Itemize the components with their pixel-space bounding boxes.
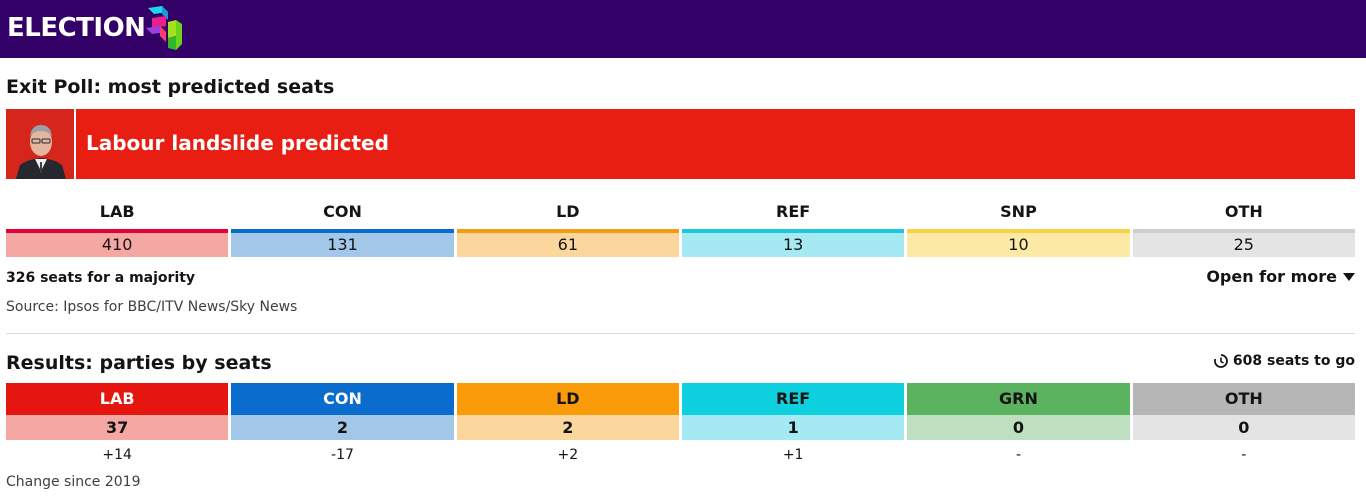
exit-poll-seat-value: 13 bbox=[681, 229, 905, 257]
seats-to-go-text: 608 seats to go bbox=[1232, 353, 1355, 369]
top-bar: ELECTION bbox=[0, 0, 1366, 58]
majority-threshold-text: 326 seats for a majority bbox=[6, 270, 196, 286]
election-24-logo bbox=[146, 6, 182, 50]
results-change-value: +2 bbox=[557, 447, 579, 463]
results-change-value: - bbox=[1241, 447, 1247, 463]
exit-poll-seat-value: 10 bbox=[907, 229, 1130, 257]
exit-poll-party-label: LD bbox=[556, 202, 580, 221]
results-seat-value: 2 bbox=[456, 415, 679, 440]
results-seat-value: 0 bbox=[1132, 415, 1355, 440]
clock-icon bbox=[1213, 354, 1228, 368]
results-change-values: +14 -17 +2 +1 - - bbox=[6, 444, 1355, 466]
results-party-label[interactable]: CON bbox=[231, 383, 454, 415]
results-party-label[interactable]: GRN bbox=[907, 383, 1130, 415]
results-seat-values: 37 2 2 1 0 0 bbox=[6, 415, 1355, 440]
leader-portrait-icon bbox=[6, 109, 74, 179]
exit-poll-heading: Exit Poll: most predicted seats bbox=[6, 76, 335, 98]
exit-poll-party-label: REF bbox=[776, 202, 811, 221]
exit-poll-seat-value: 61 bbox=[456, 229, 679, 257]
exit-poll-party-label: LAB bbox=[99, 202, 135, 221]
exit-poll-party-label: SNP bbox=[1000, 202, 1037, 221]
results-change-value: +14 bbox=[102, 447, 132, 463]
results-party-label[interactable]: OTH bbox=[1132, 383, 1355, 415]
exit-poll-seat-values: 410 131 61 13 10 25 bbox=[6, 229, 1355, 257]
election-brand-title[interactable]: ELECTION bbox=[7, 13, 146, 43]
change-since-note: Change since 2019 bbox=[6, 474, 141, 490]
results-party-label[interactable]: REF bbox=[681, 383, 905, 415]
section-divider bbox=[6, 333, 1355, 334]
exit-poll-banner[interactable]: Labour landslide predicted bbox=[6, 109, 1355, 179]
banner-headline: Labour landslide predicted bbox=[86, 131, 389, 155]
results-change-value: -17 bbox=[331, 447, 354, 463]
results-heading: Results: parties by seats bbox=[6, 352, 272, 374]
seats-to-go: 608 seats to go bbox=[1213, 351, 1355, 371]
open-for-more-button[interactable]: Open for more bbox=[1206, 267, 1355, 287]
caret-down-icon bbox=[1343, 273, 1355, 281]
results-seat-value: 37 bbox=[6, 415, 229, 440]
source-text: Source: Ipsos for BBC/ITV News/Sky News bbox=[6, 299, 298, 315]
results-seat-value: 2 bbox=[231, 415, 454, 440]
results-party-labels: LAB CON LD REF GRN OTH bbox=[6, 383, 1355, 415]
exit-poll-party-label: OTH bbox=[1224, 202, 1263, 221]
results-party-label[interactable]: LAB bbox=[6, 383, 229, 415]
exit-poll-seat-value: 410 bbox=[6, 229, 229, 257]
results-change-value: - bbox=[1015, 447, 1021, 463]
exit-poll-party-labels: LAB CON LD REF SNP OTH bbox=[6, 199, 1355, 225]
results-party-label[interactable]: LD bbox=[456, 383, 679, 415]
results-seat-value: 1 bbox=[681, 415, 905, 440]
exit-poll-party-label: CON bbox=[323, 202, 362, 221]
results-seat-value: 0 bbox=[907, 415, 1130, 440]
open-for-more-label: Open for more bbox=[1206, 267, 1337, 286]
results-change-value: +1 bbox=[782, 447, 804, 463]
leader-photo bbox=[6, 109, 76, 179]
exit-poll-seat-value: 131 bbox=[231, 229, 454, 257]
exit-poll-seat-value: 25 bbox=[1132, 229, 1355, 257]
